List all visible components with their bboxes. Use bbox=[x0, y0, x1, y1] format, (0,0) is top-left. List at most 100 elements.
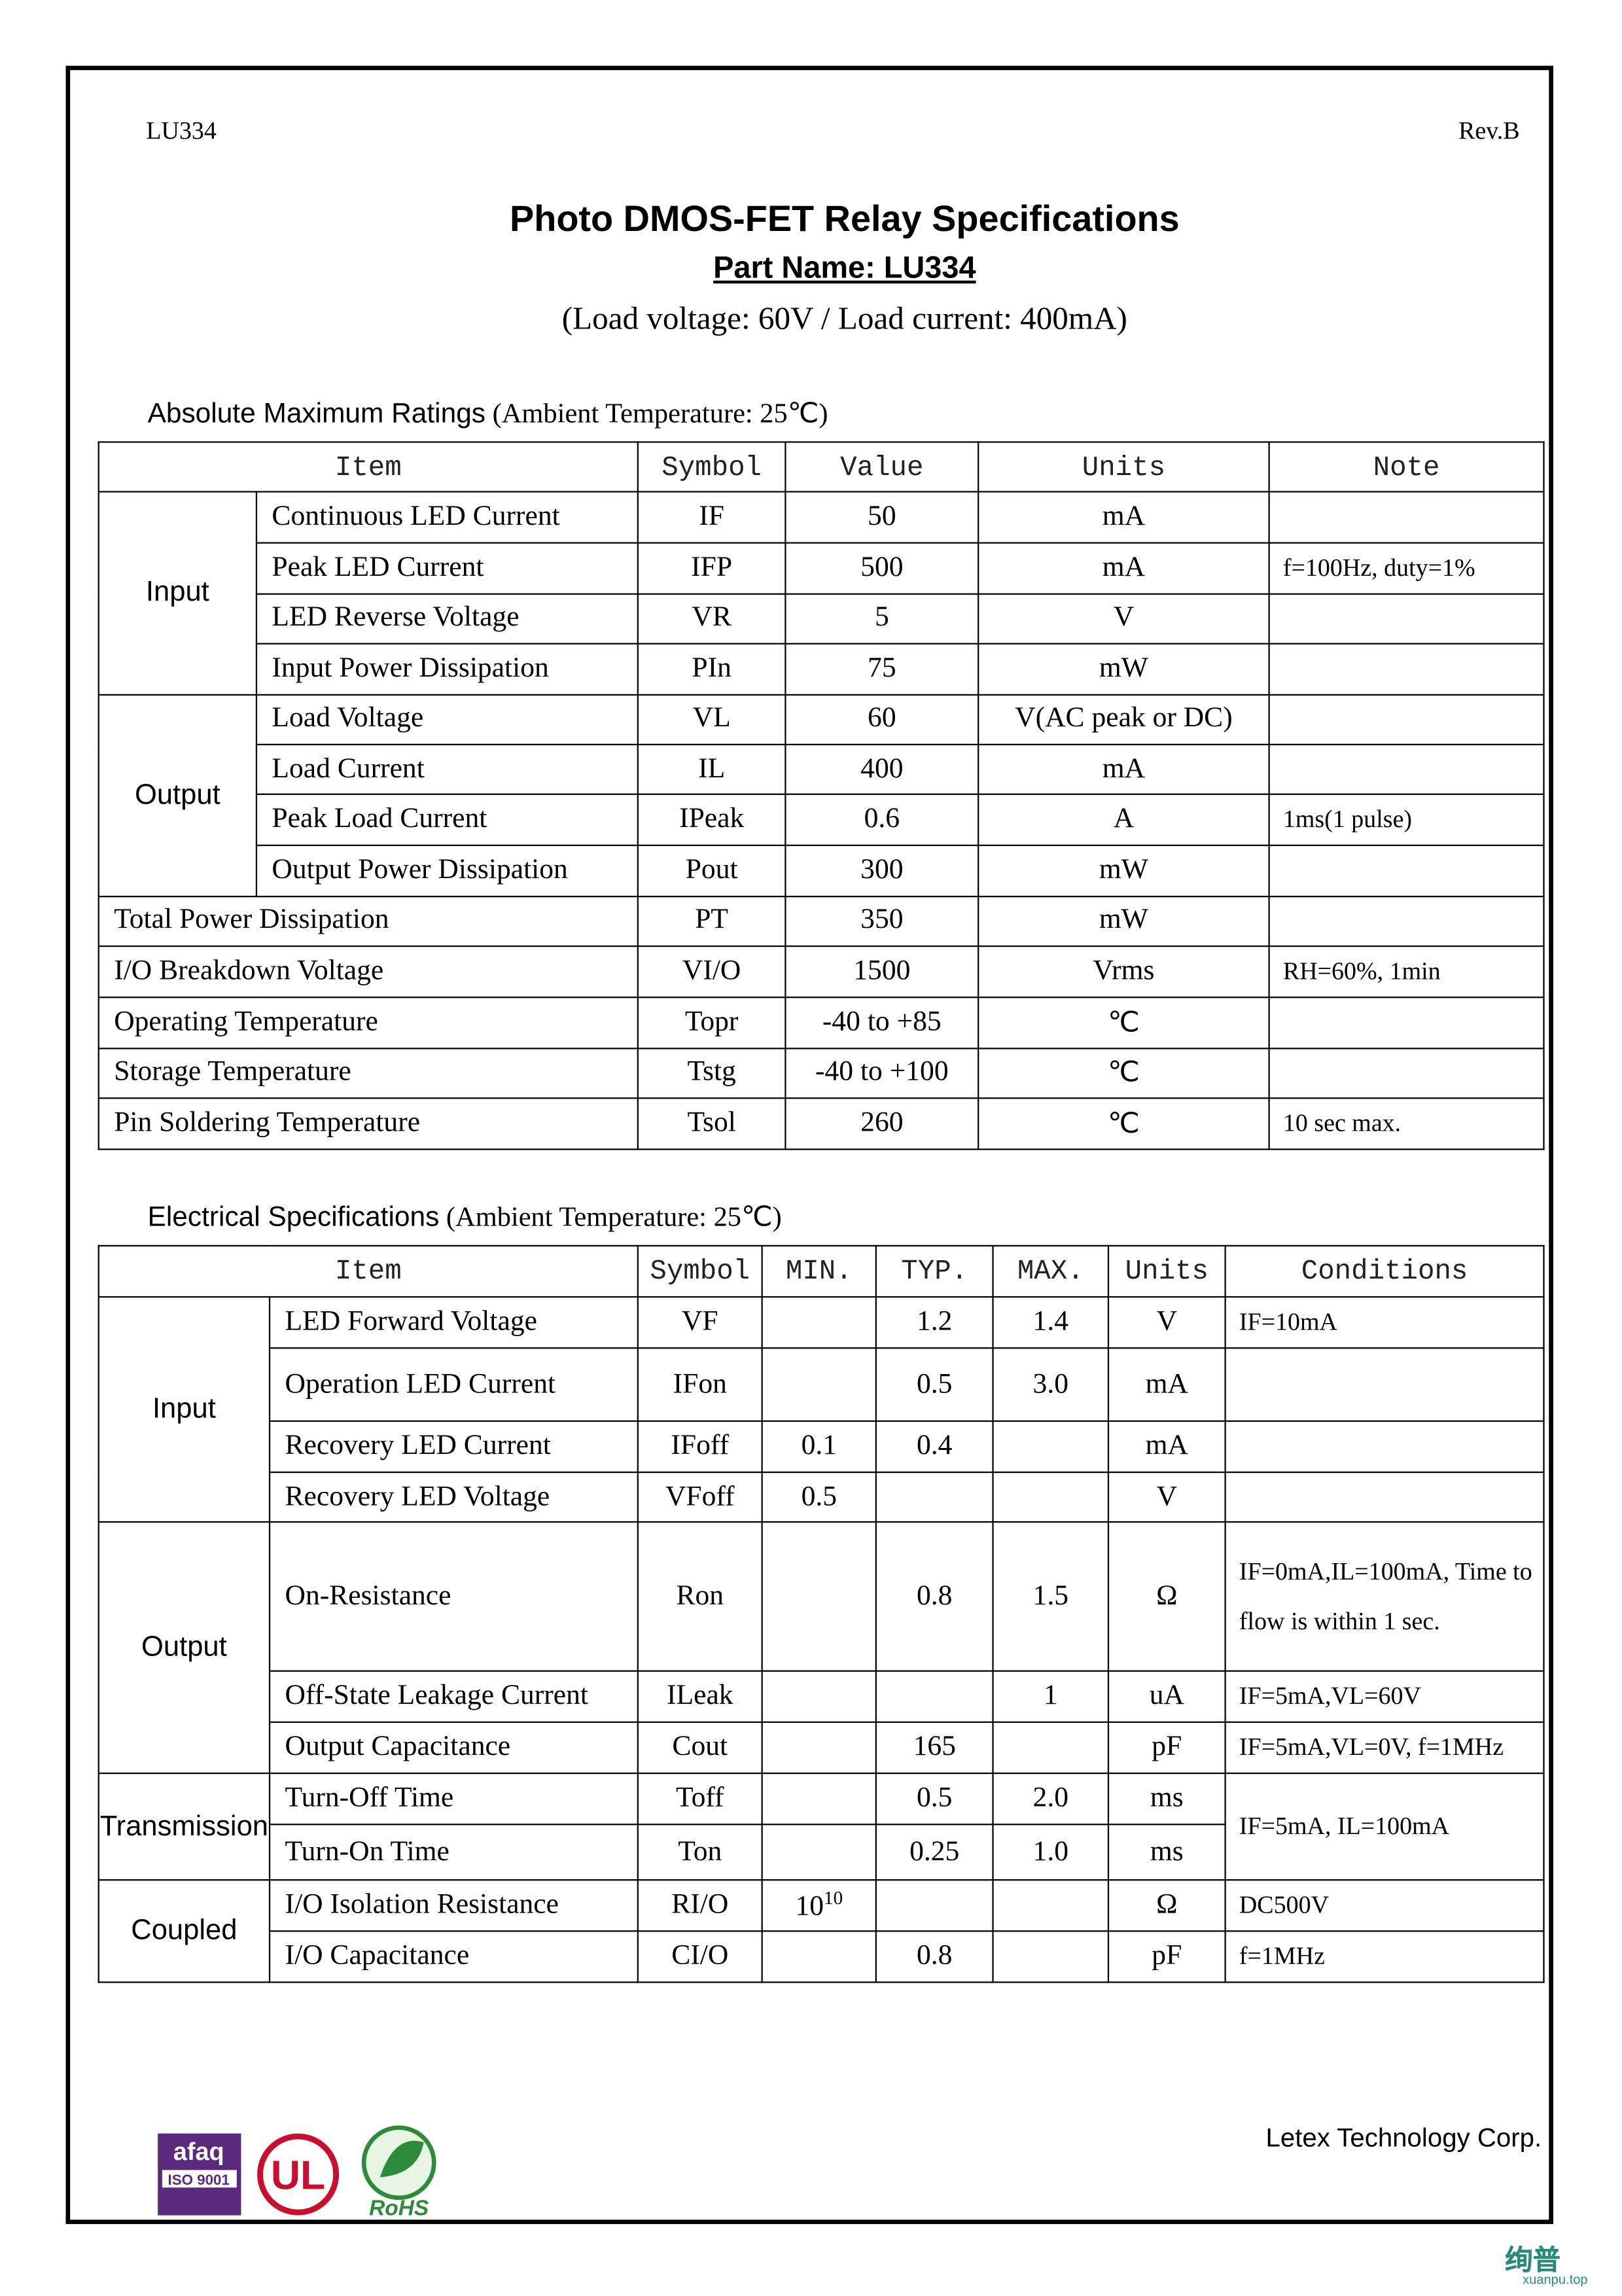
cell: Recovery LED Voltage bbox=[268, 1471, 639, 1523]
cell: mA bbox=[978, 743, 1270, 796]
cell: ℃ bbox=[978, 1047, 1270, 1099]
cell: 0.8 bbox=[875, 1930, 994, 1983]
cell: VF bbox=[637, 1296, 763, 1349]
cell: ms bbox=[1107, 1824, 1226, 1881]
cell: mW bbox=[978, 643, 1270, 696]
cell: Ω bbox=[1107, 1521, 1226, 1672]
cell: 0.5 bbox=[875, 1772, 994, 1826]
cell: PIn bbox=[637, 643, 786, 696]
cell: Load Current bbox=[255, 743, 639, 796]
table-row: Output Power Dissipation Pout 300 mW bbox=[99, 845, 1545, 897]
cell: I/O Isolation Resistance bbox=[268, 1879, 639, 1932]
cell: CI/O bbox=[637, 1930, 763, 1983]
cell: ℃ bbox=[978, 1097, 1270, 1150]
cell: Off-State Leakage Current bbox=[268, 1670, 639, 1723]
cell: mA bbox=[1107, 1347, 1226, 1422]
condition: (Ambient Temperature: 25℃) bbox=[446, 1203, 782, 1233]
cell: Ω bbox=[1107, 1879, 1226, 1932]
column-header: Item bbox=[97, 441, 639, 493]
cell bbox=[1268, 643, 1545, 696]
group-label: Transmission bbox=[97, 1772, 271, 1881]
table-row: Output Capacitance Cout 165 pF IF=5mA,VL=0V,… bbox=[99, 1721, 1545, 1775]
heading: Electrical Specifications bbox=[147, 1203, 440, 1233]
cell bbox=[1268, 895, 1545, 947]
column-header: Units bbox=[1107, 1245, 1226, 1298]
cell: mW bbox=[978, 845, 1270, 897]
cell: mA bbox=[978, 491, 1270, 544]
column-header: Symbol bbox=[637, 1245, 763, 1298]
cell: IF=5mA,VL=60V bbox=[1224, 1670, 1545, 1723]
cell: 260 bbox=[785, 1097, 979, 1150]
cell: Ton bbox=[637, 1824, 763, 1881]
cell: 10 sec max. bbox=[1268, 1097, 1545, 1150]
table-row: Input Continuous LED Current IF 50 mA bbox=[97, 491, 1545, 696]
cell: VFoff bbox=[637, 1471, 763, 1523]
cell bbox=[875, 1670, 994, 1723]
cell: V bbox=[1107, 1296, 1226, 1349]
cell: IL bbox=[637, 743, 786, 796]
company: Letex Technology Corp. bbox=[1265, 2123, 1542, 2153]
cell: 0.4 bbox=[875, 1420, 994, 1474]
table-row: Turn-On Time Ton 0.25 1.0 ms bbox=[99, 1824, 1544, 1881]
cell: Continuous LED Current bbox=[255, 491, 639, 544]
iso-text: ISO 9001 bbox=[168, 2172, 230, 2188]
cell: Turn-Off Time bbox=[268, 1772, 639, 1826]
cell: 50 bbox=[785, 491, 979, 544]
table-row: Pin Soldering Temperature Tsol 260 ℃ 10 sec … bbox=[97, 1097, 1545, 1150]
cell: Load Voltage bbox=[255, 693, 639, 745]
cell bbox=[992, 1420, 1110, 1474]
cell: V bbox=[1107, 1471, 1226, 1523]
cell: f=100Hz, duty=1% bbox=[1268, 542, 1545, 595]
cell: pF bbox=[1107, 1721, 1226, 1775]
cell: 0.5 bbox=[875, 1347, 994, 1422]
column-header: Item bbox=[97, 1245, 639, 1298]
cell: IF=0mA,IL=100mA, Time to flow is within … bbox=[1224, 1521, 1545, 1672]
table-row: I/O Capacitance CI/O 0.8 pF f=1MHz bbox=[99, 1930, 1545, 1983]
cell bbox=[1268, 1047, 1545, 1099]
cell bbox=[992, 1879, 1110, 1932]
cell: 1500 bbox=[785, 945, 979, 998]
cell bbox=[875, 1471, 994, 1523]
cell-base: 10 bbox=[795, 1892, 824, 1923]
afaq-text: afaq bbox=[173, 2138, 224, 2166]
cell: 0.25 bbox=[875, 1824, 994, 1881]
cell: f=1MHz bbox=[1224, 1930, 1545, 1983]
cell bbox=[992, 1930, 1110, 1983]
cell bbox=[761, 1930, 877, 1983]
load-spec: (Load voltage: 60V / Load current: 400mA… bbox=[561, 299, 1127, 336]
cell: 3.0 bbox=[992, 1347, 1110, 1422]
table-row: Peak Load Current IPeak 0.6 A 1ms(1 pulse) bbox=[99, 794, 1545, 847]
cell: Pin Soldering Temperature bbox=[97, 1097, 639, 1150]
cell: LED Reverse Voltage bbox=[255, 593, 639, 645]
cell bbox=[761, 1721, 877, 1775]
iso-band bbox=[162, 2170, 237, 2188]
cell: Cout bbox=[637, 1721, 763, 1775]
ul-text: UL bbox=[271, 2152, 325, 2198]
cell: RI/O bbox=[637, 1879, 763, 1932]
cell: Turn-On Time bbox=[268, 1824, 639, 1881]
cell: Total Power Dissipation bbox=[97, 895, 639, 947]
cell: DC500V bbox=[1224, 1879, 1545, 1932]
cell bbox=[761, 1521, 877, 1672]
table-row: Output Load Voltage VL 60 V(AC peak or DC) bbox=[97, 693, 1545, 897]
cell: uA bbox=[1107, 1670, 1226, 1723]
title: Photo DMOS-FET Relay Specifications bbox=[509, 198, 1180, 240]
cell: Recovery LED Current bbox=[268, 1420, 639, 1474]
column-header: TYP. bbox=[875, 1245, 994, 1298]
cell: V(AC peak or DC) bbox=[978, 693, 1270, 745]
cell: Tsol bbox=[637, 1097, 786, 1150]
cell: Ron bbox=[637, 1521, 763, 1672]
cell: 0.5 bbox=[761, 1471, 877, 1523]
cell: IF=5mA, IL=100mA bbox=[1224, 1772, 1545, 1881]
cell: Peak LED Current bbox=[255, 542, 639, 595]
cell: 0.1 bbox=[761, 1420, 877, 1474]
cell: Vrms bbox=[978, 945, 1270, 998]
cell bbox=[761, 1670, 877, 1723]
cell: IFP bbox=[637, 542, 786, 595]
cell: Tstg bbox=[637, 1047, 786, 1099]
cell bbox=[761, 1347, 877, 1422]
group-label: Output bbox=[97, 1521, 271, 1775]
group-label: Input bbox=[97, 1296, 271, 1523]
watermark-site: xuanpu.top bbox=[1523, 2272, 1588, 2287]
